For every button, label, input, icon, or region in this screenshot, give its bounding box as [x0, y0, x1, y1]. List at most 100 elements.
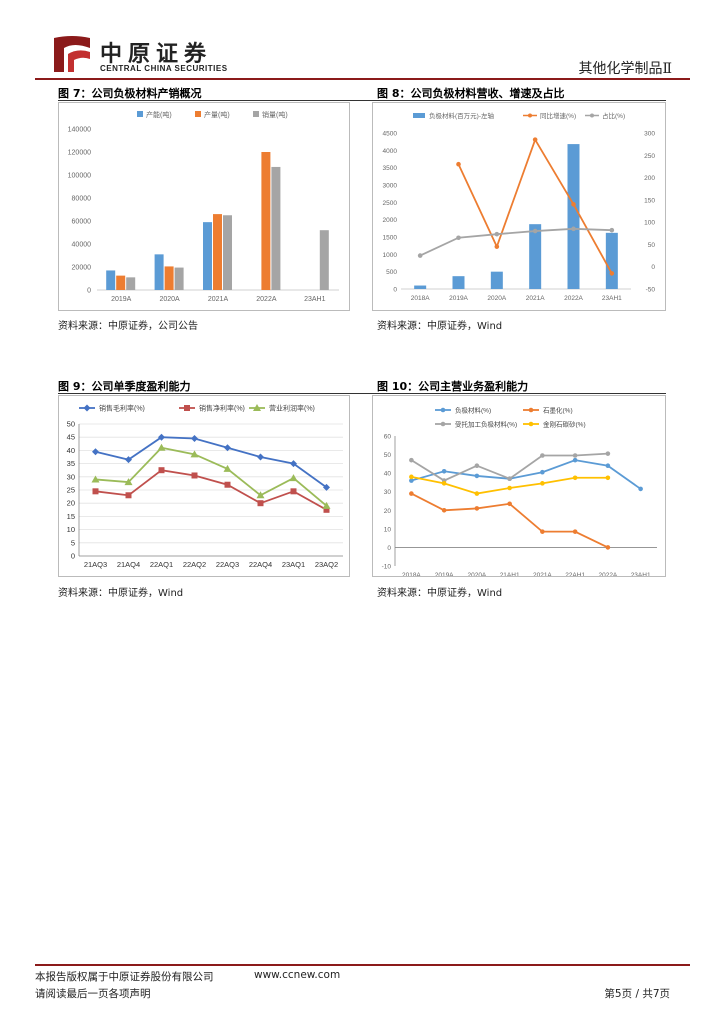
y-tick-9: 45	[67, 433, 75, 442]
bar-2-3	[271, 166, 281, 290]
legend-label-0: 负极材料(%)	[455, 406, 491, 415]
x-tick-7: 23AH1	[631, 572, 651, 576]
point-3-5	[572, 475, 578, 481]
header-rule	[35, 78, 690, 80]
point-1-6	[290, 488, 297, 495]
y-right-tick-0: -50	[646, 287, 656, 294]
point-1-0	[417, 253, 423, 258]
point-0-4	[540, 469, 545, 475]
fig9-chart-frame: 销售毛利率(%) 销售净利率(%) 营业利润率(%) 0 5 10 15 20 25 30 35 40…	[58, 395, 350, 577]
fig8-title: 图 8：公司负极材料营收、增速及占比	[377, 87, 565, 100]
fig7-chart-frame: 产能(吨) 产量(吨) 销量(吨) 0 20000 40000 60000 80000 1000…	[58, 102, 350, 311]
fig9-title: 图 9：公司单季度盈利能力	[58, 380, 191, 393]
y-left-tick-2: 1000	[383, 252, 398, 259]
point-1-2	[494, 231, 500, 237]
point-0-6	[290, 460, 297, 468]
point-0-1	[494, 244, 500, 249]
y-tick-2: 40000	[72, 242, 92, 249]
y-tick-5: 100000	[68, 173, 91, 180]
row2-rule	[58, 393, 666, 394]
y-tick-1: 5	[71, 538, 75, 547]
x-tick-2: 2020A	[467, 572, 486, 576]
x-tick-4: 23AH1	[304, 296, 326, 303]
footer-disclaimer: 请阅读最后一页各项声明	[35, 988, 151, 1000]
point-0-7	[638, 486, 643, 492]
y-tick-2: 10	[384, 526, 392, 533]
y-right-tick-5: 200	[644, 175, 655, 182]
y-right-tick-7: 300	[644, 131, 655, 138]
point-2-5	[572, 453, 578, 458]
point-0-3	[571, 202, 576, 207]
y-tick-7: 140000	[68, 127, 91, 134]
legend-label-1: 石墨化(%)	[543, 406, 573, 415]
bar-3	[529, 224, 542, 289]
footer-page-number: 第5页 / 共7页	[604, 988, 670, 1000]
footer-rule	[35, 964, 690, 966]
x-tick-3: 2021A	[526, 295, 545, 302]
point-0-0	[409, 478, 414, 483]
legend-marker-0	[528, 113, 532, 118]
x-tick-0: 2018A	[402, 572, 421, 576]
x-tick-0: 21AQ3	[84, 560, 107, 569]
legend-marker-2	[253, 404, 261, 411]
bar-5	[605, 232, 618, 289]
point-1-5	[609, 227, 615, 233]
point-3-1	[441, 481, 447, 486]
point-0-2	[532, 137, 538, 142]
point-1-0	[409, 491, 414, 496]
industry-category: 其他化学制品Ⅱ	[578, 61, 672, 77]
legend-label-2: 销量(吨)	[262, 110, 288, 119]
point-1-3	[507, 501, 512, 507]
legend-label-1: 产量(吨)	[204, 110, 230, 119]
x-tick-6: 23AQ1	[282, 560, 305, 569]
logo	[50, 32, 94, 76]
x-tick-2: 2020A	[487, 295, 506, 302]
bar-2-1	[174, 267, 184, 290]
fig8-source: 资料来源：中原证券，Wind	[377, 321, 503, 332]
x-tick-5: 23AH1	[602, 295, 622, 302]
point-1-3	[532, 228, 538, 234]
legend-label-1: 占比(%)	[602, 111, 625, 120]
y-right-tick-2: 50	[648, 242, 656, 249]
bar-0-0	[106, 270, 116, 290]
point-1-2	[474, 506, 480, 511]
footer-website[interactable]: www.ccnew.com	[254, 969, 341, 981]
legend-label-0: 销售毛利率(%)	[99, 404, 145, 413]
y-tick-6: 50	[384, 452, 392, 459]
point-3-6	[605, 475, 611, 481]
point-2-0	[409, 457, 414, 463]
legend-swatch-0	[137, 111, 143, 117]
bar-2	[490, 271, 503, 289]
y-tick-7: 60	[384, 434, 392, 441]
series-line-0	[411, 459, 642, 490]
x-tick-4: 2021A	[533, 572, 552, 576]
fig9-chart: 销售毛利率(%) 销售净利率(%) 营业利润率(%) 0 5 10 15 20 25 30 35 40…	[67, 404, 343, 569]
y-tick-1: 0	[387, 545, 391, 552]
y-tick-7: 35	[67, 459, 75, 468]
y-left-tick-7: 3500	[383, 165, 398, 172]
legend-marker-1	[528, 407, 534, 413]
point-0-0	[92, 448, 99, 456]
point-3-0	[409, 474, 414, 480]
x-tick-1: 2019A	[435, 572, 454, 576]
point-2-6	[289, 474, 298, 482]
fig8-chart-frame: 负极材料(百万元)-左轴 同比增速(%) 占比(%) 0 500 1000 1500 2000…	[372, 102, 666, 311]
y-tick-4: 80000	[72, 196, 92, 203]
point-2-4	[223, 464, 232, 472]
fig10-chart: 负极材料(%) 石墨化(%) 受托加工负极材料(%) 金刚石碳砂(%) -10 0 10 20…	[382, 406, 657, 579]
y-tick-8: 40	[67, 446, 75, 455]
x-tick-3: 22AQ2	[183, 560, 206, 569]
x-tick-1: 21AQ4	[117, 560, 140, 569]
fig7-title: 图 7：公司负极材料产销概况	[58, 87, 202, 100]
bar-2-4	[319, 230, 329, 290]
bar-1	[452, 276, 465, 289]
point-0-4	[609, 271, 615, 276]
point-1-7	[323, 506, 330, 513]
x-tick-0: 2018A	[411, 295, 430, 302]
point-0-7	[323, 483, 330, 491]
bar-1-1	[164, 266, 174, 290]
y-left-tick-1: 500	[386, 269, 397, 276]
y-tick-5: 40	[384, 471, 392, 478]
point-0-1	[125, 456, 132, 464]
legend-label-0: 同比增速(%)	[540, 111, 576, 120]
